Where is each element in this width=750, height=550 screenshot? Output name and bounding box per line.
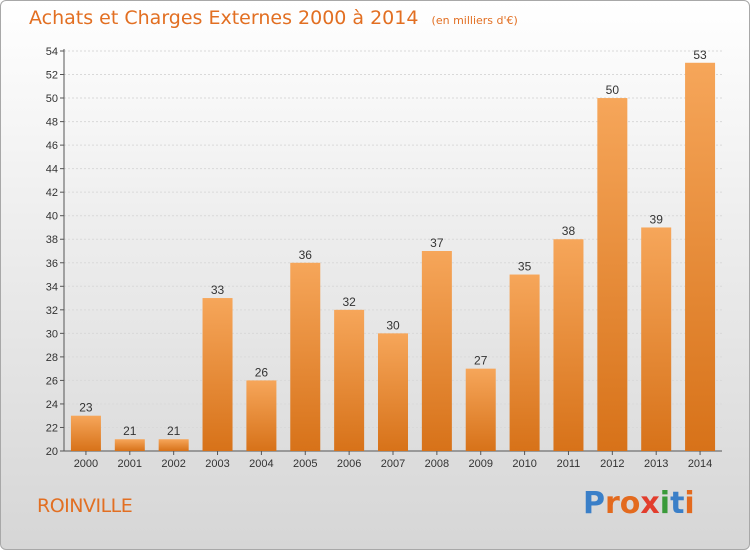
- data-label: 50: [606, 83, 620, 97]
- y-tick-label: 40: [46, 211, 58, 223]
- x-tick-label: 2005: [293, 458, 317, 470]
- bar: [641, 227, 672, 451]
- proxiti-logo: Proxiti: [583, 486, 695, 521]
- bar: [334, 309, 365, 451]
- x-tick-label: 2010: [512, 458, 536, 470]
- y-tick-label: 28: [46, 352, 58, 364]
- data-label: 21: [167, 424, 181, 438]
- data-label: 33: [211, 283, 225, 297]
- bar: [246, 380, 277, 451]
- data-label: 26: [255, 365, 269, 379]
- data-label: 23: [79, 401, 93, 415]
- x-tick-label: 2003: [205, 458, 229, 470]
- bar: [70, 415, 101, 451]
- x-tick-label: 2014: [688, 458, 712, 470]
- y-tick-label: 24: [46, 399, 58, 411]
- bar: [114, 439, 145, 451]
- data-label: 35: [518, 260, 532, 274]
- bar: [685, 62, 716, 451]
- value-labels: 23 21 21 33 26 36 32 30 37 27 35 38 50 39 53: [79, 48, 707, 438]
- data-label: 30: [386, 318, 400, 332]
- bar: [553, 239, 584, 451]
- axes: 20 22 24 26 28 30 32 34 36 38 40 42 44 46 48 50 52 54 2000…: [46, 46, 722, 470]
- data-label: 27: [474, 354, 488, 368]
- commune-name: ROINVILLE: [37, 495, 133, 517]
- y-tick-label: 48: [46, 117, 58, 129]
- bar: [158, 439, 189, 451]
- y-tick-label: 34: [46, 281, 58, 293]
- logo-letter: i: [659, 486, 671, 521]
- data-label: 53: [693, 48, 707, 62]
- y-tick-label: 30: [46, 328, 58, 340]
- y-tick-label: 50: [46, 93, 58, 105]
- x-tick-label: 2002: [161, 458, 185, 470]
- y-tick-label: 46: [46, 140, 58, 152]
- bar: [509, 274, 540, 451]
- x-tick-label: 2009: [468, 458, 492, 470]
- logo-letter: o: [619, 486, 641, 521]
- data-label: 36: [299, 248, 313, 262]
- y-tick-label: 54: [46, 46, 58, 58]
- data-label: 38: [562, 224, 576, 238]
- x-tick-label: 2004: [249, 458, 273, 470]
- bar: [378, 333, 408, 451]
- data-label: 37: [430, 236, 444, 250]
- x-tick-label: 2011: [557, 458, 581, 470]
- bar: [290, 262, 321, 451]
- logo-letter: x: [640, 486, 660, 521]
- y-tick-label: 52: [46, 70, 58, 82]
- logo-letter: t: [670, 486, 685, 521]
- logo-letter: r: [605, 486, 620, 521]
- y-tick-label: 26: [46, 375, 58, 387]
- bar: [421, 251, 452, 451]
- logo-letter: i: [684, 486, 695, 521]
- chart-title: Achats et Charges Externes 2000 à 2014 (…: [29, 7, 518, 29]
- chart-unit-text: (en milliers d'€): [431, 14, 518, 27]
- bar: [597, 98, 628, 451]
- y-tick-label: 36: [46, 258, 58, 270]
- y-tick-label: 44: [46, 164, 58, 176]
- y-tick-label: 38: [46, 234, 58, 246]
- y-tick-label: 42: [46, 187, 58, 199]
- data-label: 32: [342, 295, 356, 309]
- chart-title-text: Achats et Charges Externes 2000 à 2014: [29, 7, 419, 29]
- data-label: 21: [123, 424, 137, 438]
- data-label: 39: [650, 212, 664, 226]
- x-tick-label: 2001: [118, 458, 142, 470]
- x-tick-label: 2000: [74, 458, 98, 470]
- y-tick-label: 32: [46, 305, 58, 317]
- y-tick-label: 20: [46, 446, 58, 458]
- x-tick-label: 2013: [644, 458, 668, 470]
- x-tick-label: 2008: [425, 458, 449, 470]
- logo-letter: P: [583, 486, 605, 521]
- bar: [465, 368, 496, 451]
- x-tick-label: 2006: [337, 458, 361, 470]
- bars: [70, 62, 716, 451]
- x-tick-label: 2007: [381, 458, 405, 470]
- bar: [202, 298, 233, 451]
- x-tick-label: 2012: [600, 458, 624, 470]
- y-tick-label: 22: [46, 422, 58, 434]
